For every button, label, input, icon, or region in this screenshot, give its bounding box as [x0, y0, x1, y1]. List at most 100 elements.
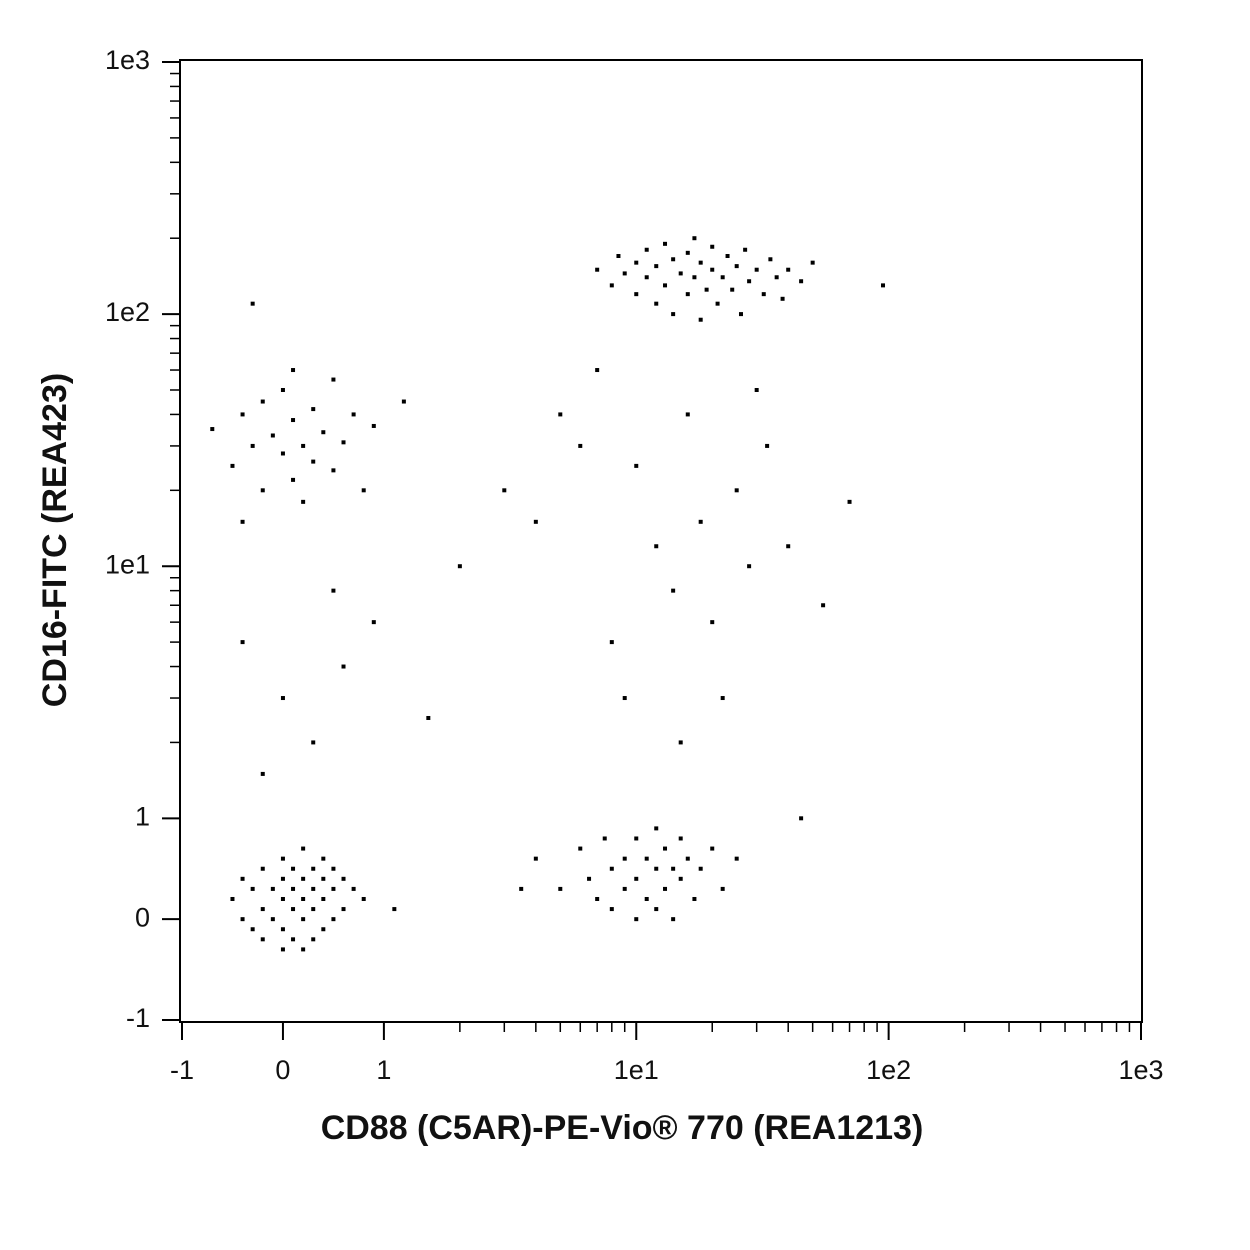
event-dot [240, 412, 245, 417]
event-dot [678, 740, 683, 745]
event-dot [698, 519, 703, 524]
event-dot [786, 267, 791, 272]
event-dot [341, 440, 346, 445]
event-dot [301, 917, 306, 922]
event-dot [761, 292, 766, 297]
event-dot [291, 886, 296, 891]
event-dot [774, 275, 779, 280]
event-dot [250, 886, 255, 891]
event-dot [457, 564, 462, 569]
event-dot [321, 927, 326, 932]
event-dot [519, 886, 524, 891]
event-dot [634, 260, 639, 265]
event-dot [609, 283, 614, 288]
event-dot [595, 267, 600, 272]
event-dot [260, 771, 265, 776]
event-dot [260, 866, 265, 871]
event-dot [280, 451, 285, 456]
event-dot [280, 387, 285, 392]
x-tick-label: -1 [170, 1055, 194, 1085]
event-dot [663, 241, 668, 246]
event-dot [671, 312, 676, 317]
event-dot [331, 588, 336, 593]
event-dot [595, 368, 600, 373]
event-dot [780, 296, 785, 301]
event-dot [754, 267, 759, 272]
event-dot [291, 866, 296, 871]
event-dot [558, 886, 563, 891]
event-dot [341, 907, 346, 912]
event-dot [698, 317, 703, 322]
event-dot [671, 917, 676, 922]
event-dot [311, 459, 316, 464]
event-dot [280, 856, 285, 861]
event-dot [230, 463, 235, 468]
y-axis-title: CD16-FITC (REA423) [36, 373, 74, 707]
event-dot [847, 499, 852, 504]
event-dot [240, 640, 245, 645]
event-dot [685, 412, 690, 417]
event-dot [685, 292, 690, 297]
event-dot [502, 488, 507, 493]
event-dot [311, 740, 316, 745]
event-dot [291, 418, 296, 423]
event-dot [341, 876, 346, 881]
event-dot [361, 488, 366, 493]
x-tick-label: 1 [376, 1055, 391, 1085]
event-dot [692, 236, 697, 241]
event-dot [698, 866, 703, 871]
event-dot [678, 836, 683, 841]
x-tick-label: 0 [275, 1055, 290, 1085]
event-dot [426, 715, 431, 720]
event-dot [533, 519, 538, 524]
event-dot [644, 896, 649, 901]
event-dot [311, 937, 316, 942]
x-tick-label: 1e3 [1118, 1055, 1163, 1085]
y-tick-label: -1 [126, 1003, 150, 1033]
event-dot [663, 886, 668, 891]
event-dot [291, 477, 296, 482]
event-dot [311, 907, 316, 912]
event-dot [587, 876, 592, 881]
event-dot [663, 283, 668, 288]
event-dot [634, 917, 639, 922]
event-dot [622, 856, 627, 861]
event-dot [698, 260, 703, 265]
event-dot [250, 443, 255, 448]
event-dot [361, 896, 366, 901]
event-dot [738, 312, 743, 317]
event-dot [301, 896, 306, 901]
event-dot [578, 846, 583, 851]
event-dot [240, 876, 245, 881]
event-dot [685, 856, 690, 861]
event-dot [609, 640, 614, 645]
event-dot [692, 896, 697, 901]
event-dot [331, 917, 336, 922]
event-dot [331, 468, 336, 473]
event-dot [644, 247, 649, 252]
event-dot [270, 917, 275, 922]
event-dot [743, 247, 748, 252]
event-dot [291, 368, 296, 373]
event-dot [654, 907, 659, 912]
event-dot [678, 876, 683, 881]
event-dot [301, 846, 306, 851]
event-dot [622, 696, 627, 701]
event-dot [311, 886, 316, 891]
event-dot [321, 896, 326, 901]
event-dot [663, 846, 668, 851]
event-dot [616, 254, 621, 259]
event-dot [301, 443, 306, 448]
event-dot [747, 564, 752, 569]
event-dot [730, 287, 735, 292]
event-dot [331, 377, 336, 382]
event-dot [634, 876, 639, 881]
event-dot [341, 664, 346, 669]
event-dot [401, 399, 406, 404]
event-dot [280, 876, 285, 881]
event-dot [881, 283, 886, 288]
event-dot [654, 544, 659, 549]
event-dot [311, 866, 316, 871]
event-dot [704, 287, 709, 292]
